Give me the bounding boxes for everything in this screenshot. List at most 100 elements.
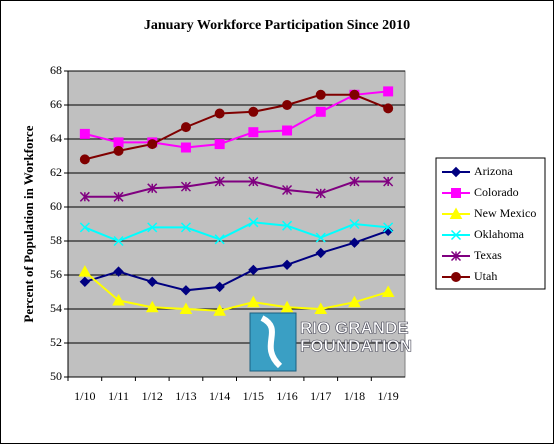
marker — [450, 166, 462, 178]
logo-river — [260, 315, 283, 369]
legend-box — [435, 157, 546, 290]
y-tick-label: 66 — [50, 97, 62, 111]
marker — [383, 222, 394, 233]
marker — [180, 222, 191, 233]
marker — [180, 181, 191, 192]
marker — [282, 125, 293, 136]
x-tick-label: 1/18 — [344, 389, 365, 403]
series — [79, 225, 394, 296]
marker — [145, 300, 159, 313]
marker — [450, 250, 462, 262]
series-line — [84, 221, 389, 243]
marker — [280, 300, 294, 313]
marker — [348, 295, 361, 308]
marker — [79, 128, 90, 139]
legend-label: Arizona — [474, 164, 513, 178]
marker — [315, 188, 326, 199]
x-tick-label: 1/15 — [243, 389, 264, 403]
marker — [248, 217, 259, 228]
marker — [180, 285, 192, 296]
marker — [112, 293, 125, 306]
marker — [451, 188, 461, 198]
marker — [113, 266, 124, 277]
series — [78, 265, 395, 316]
logo-text: RIO GRANDE — [300, 318, 409, 337]
marker — [214, 139, 225, 150]
marker — [147, 183, 158, 194]
marker — [79, 154, 90, 165]
y-tick-label: 54 — [50, 301, 62, 315]
marker — [214, 281, 225, 293]
marker — [79, 191, 90, 202]
y-tick-label: 52 — [50, 335, 62, 349]
x-tick-label: 1/10 — [74, 389, 95, 403]
x-tick-label: 1/13 — [175, 389, 196, 403]
legend-label: Utah — [474, 269, 497, 283]
marker — [248, 106, 259, 117]
marker — [349, 218, 360, 230]
series-line — [84, 90, 389, 149]
marker — [450, 229, 462, 241]
marker — [383, 176, 394, 187]
marker — [180, 142, 191, 153]
series-line — [84, 180, 389, 198]
y-tick-label: 50 — [50, 369, 62, 383]
marker — [282, 220, 293, 231]
marker — [449, 207, 463, 219]
marker — [179, 302, 193, 314]
marker — [213, 304, 226, 316]
marker — [315, 247, 326, 259]
x-tick-label: 1/14 — [209, 389, 230, 403]
legend-label: Oklahoma — [474, 227, 525, 241]
marker — [248, 127, 259, 138]
marker — [349, 89, 360, 100]
series-line — [84, 93, 389, 161]
x-tick-label: 1/19 — [377, 389, 398, 403]
y-tick-label: 62 — [50, 165, 62, 179]
marker — [314, 302, 328, 314]
legend: Arizona Colorado New Mexico Oklahoma Texas Ut… — [435, 157, 546, 290]
marker — [315, 89, 326, 100]
marker — [248, 264, 259, 276]
marker — [79, 222, 90, 233]
x-tick-label: 1/16 — [276, 389, 297, 403]
marker — [248, 176, 259, 187]
y-tick-label: 56 — [50, 267, 62, 281]
marker — [147, 276, 158, 288]
plot-background — [67, 70, 406, 378]
marker — [315, 232, 326, 243]
y-tick-label: 58 — [50, 233, 62, 247]
marker — [113, 137, 124, 148]
y-tick-label: 64 — [50, 131, 62, 145]
x-tick-label: 1/12 — [142, 389, 163, 403]
x-tick-label: 1/11 — [108, 389, 129, 403]
marker — [113, 191, 124, 202]
marker — [282, 184, 293, 196]
marker — [315, 106, 326, 117]
logo-text: FOUNDATION — [300, 336, 412, 355]
marker — [247, 295, 260, 308]
legend-label: Texas — [474, 248, 502, 262]
marker — [381, 285, 395, 297]
legend-label: Colorado — [474, 185, 519, 199]
series — [79, 217, 394, 247]
marker — [349, 237, 360, 248]
marker — [382, 225, 394, 237]
y-axis-label: Percent of Population in Workforce — [21, 125, 36, 322]
series — [79, 89, 394, 165]
marker — [147, 222, 158, 233]
y-tick-label: 68 — [50, 63, 62, 77]
y-tick-label: 60 — [50, 199, 62, 213]
marker — [214, 108, 225, 119]
marker — [383, 103, 394, 114]
marker — [349, 176, 360, 187]
chart-title: January Workforce Participation Since 20… — [144, 18, 410, 33]
marker — [79, 276, 91, 288]
series-line — [84, 270, 389, 312]
series-line — [84, 229, 389, 292]
marker — [180, 122, 191, 133]
legend-label: New Mexico — [474, 206, 536, 220]
marker — [214, 234, 225, 245]
marker — [78, 265, 92, 277]
